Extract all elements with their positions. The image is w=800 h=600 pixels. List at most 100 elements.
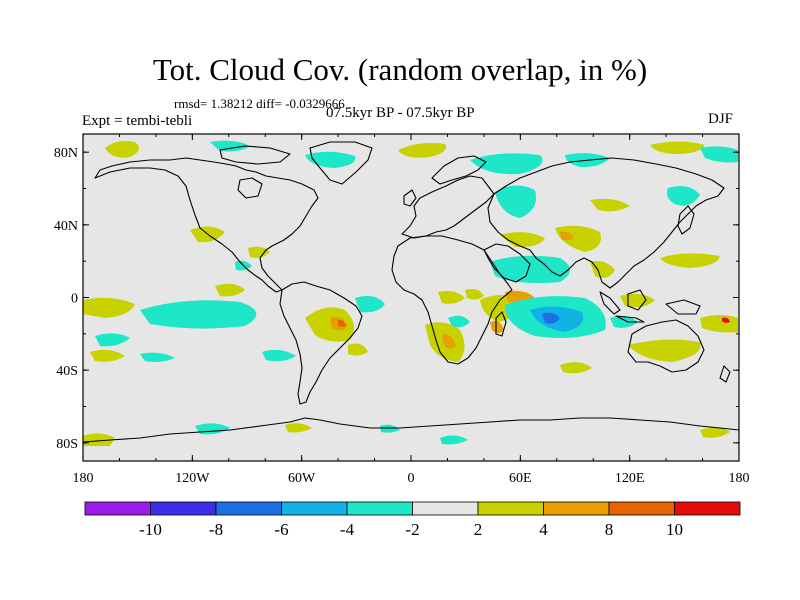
colorbar-swatch: [84, 501, 151, 516]
y-tick-label: 80N: [54, 146, 78, 161]
anomaly-patch-atl-teal: [355, 296, 385, 313]
coastline-australia: [627, 319, 705, 373]
anomaly-patch-arctic-teal-1: [305, 151, 356, 168]
anomaly-patch-wpac-olive: [660, 253, 720, 268]
axis-ticks: [82, 134, 740, 461]
coastline-europe: [401, 175, 495, 239]
colorbar-swatch: [543, 501, 610, 516]
anomaly-patch-sa-olive: [305, 307, 354, 342]
anomaly-patch-aus-olive: [628, 339, 701, 362]
x-tick-label: 120E: [615, 471, 645, 486]
colorbar-label: 2: [474, 520, 483, 539]
anomaly-patch-epac-olive-2: [215, 283, 245, 297]
x-tick-label: 60W: [288, 471, 316, 486]
colorbar-swatch: [477, 501, 544, 516]
colorbar-label: -10: [139, 520, 162, 539]
anomaly-patch-af-teal: [448, 315, 470, 328]
x-tick-label: 120W: [175, 471, 210, 486]
anomaly-patch-arctic-olive-3: [650, 141, 705, 154]
coastline-africa: [391, 235, 513, 365]
anomaly-patch-arabia-teal: [490, 255, 570, 284]
coastline-asia: [487, 157, 725, 289]
x-tick-label: 60E: [509, 471, 532, 486]
anomaly-patch-af-orange: [442, 334, 456, 349]
coastline-borneo: [627, 289, 647, 311]
colorbar-label: -4: [340, 520, 355, 539]
anomaly-patch-arctic-teal-4: [700, 146, 738, 163]
colorbar-swatch: [674, 501, 741, 516]
experiment-label: Expt = tembi-tebli: [82, 113, 193, 129]
coastline-british-isles: [403, 189, 417, 207]
coastline-antarctica: [82, 417, 740, 443]
coastline-java: [615, 315, 645, 323]
y-tick-label: 0: [71, 292, 78, 307]
coastline-arabia: [483, 243, 531, 283]
anomaly-patch-ant-teal-3: [380, 424, 400, 433]
colorbar-label: 8: [605, 520, 614, 539]
period-subtitle: 07.5kyr BP - 07.5kyr BP: [326, 105, 475, 121]
anomaly-patch-arctic-olive-2: [398, 142, 446, 158]
colorbar-labels: -10 -8 -6 -4 -2 2 4 8 10: [139, 520, 683, 539]
anomaly-patch-epac-olive: [83, 297, 135, 318]
colorbar-label: -6: [274, 520, 288, 539]
colorbar-label: -8: [209, 520, 223, 539]
anomaly-patch-io-blue: [542, 312, 560, 324]
anomaly-patch-so-teal-2: [262, 349, 296, 362]
coastline-hudson-bay: [237, 177, 263, 199]
plot-title: Tot. Cloud Cov. (random overlap, in %): [152, 52, 648, 87]
anomaly-patch-india-orange: [560, 231, 574, 241]
anomaly-patch-so-olive-1: [90, 349, 125, 362]
anomaly-patch-ant-olive-2: [285, 423, 312, 433]
season-label: DJF: [708, 111, 734, 127]
colorbar-swatch: [281, 501, 348, 516]
colorbar-label: 10: [666, 520, 683, 539]
x-tick-label: 0: [408, 471, 415, 486]
anomaly-patch-arctic-teal-5: [210, 140, 250, 152]
anomaly-patch-sa-red: [338, 319, 346, 327]
coastline-arctic-islands: [219, 145, 291, 165]
anomaly-patch-ant-olive-3: [700, 427, 730, 438]
colorbar-swatch: [215, 501, 282, 516]
anomaly-patch-me-olive: [500, 232, 545, 248]
colorbar-swatch: [412, 501, 479, 516]
colorbar-swatch: [608, 501, 675, 516]
anomaly-patch-arctic-teal-2: [470, 153, 543, 175]
anomaly-patch-so-olive-2: [560, 362, 592, 374]
anomaly-patches: [83, 140, 738, 446]
coastline-north-america: [94, 157, 319, 293]
colorbar: [84, 501, 741, 516]
anomaly-patch-mc-teal: [610, 315, 638, 328]
anomaly-patch-so-teal-1: [140, 352, 175, 362]
anomaly-patch-asia-teal: [666, 186, 700, 206]
x-tick-label: 180: [729, 471, 750, 486]
y-tick-label: 40S: [56, 364, 78, 379]
anomaly-patch-natl-teal: [495, 185, 536, 218]
coastline-greenland: [309, 141, 373, 185]
anomaly-patch-indochina-olive: [590, 261, 615, 278]
y-tick-label: 80S: [56, 437, 78, 452]
coastline-scandinavia: [431, 155, 487, 185]
coastline-sumatra: [599, 291, 621, 315]
anomaly-patch-epac-teal-1: [140, 300, 257, 329]
coastline-south-america: [279, 281, 363, 405]
y-tick-label: 40N: [54, 219, 78, 234]
coastlines: [82, 141, 740, 443]
colorbar-swatch: [346, 501, 413, 516]
anomaly-patch-na-olive-2: [248, 246, 270, 258]
anomaly-patch-spac-red: [722, 317, 730, 323]
colorbar-label: -2: [405, 520, 419, 539]
anomaly-patch-arctic-olive-1: [105, 140, 139, 158]
stats-text: rmsd= 1.38212 diff= -0.0329666: [174, 96, 345, 111]
anomaly-patch-asia-olive: [590, 198, 630, 212]
anomaly-patch-epac-teal-2: [95, 333, 130, 347]
anomaly-patch-mc-olive: [620, 293, 655, 308]
anomaly-patch-sa-olive-2: [348, 343, 368, 356]
coastline-new-zealand: [719, 365, 731, 383]
axis-tick-labels: 180 120W 60W 0 60E 120E 180 80N 40N 0 40S 80S: [54, 146, 750, 486]
colorbar-label: 4: [539, 520, 548, 539]
coastline-new-guinea: [665, 299, 701, 315]
anomaly-patch-ant-olive-1: [83, 433, 115, 446]
anomaly-patch-madagascar-orange: [490, 321, 504, 333]
anomaly-patch-ant-teal-2: [440, 435, 468, 445]
